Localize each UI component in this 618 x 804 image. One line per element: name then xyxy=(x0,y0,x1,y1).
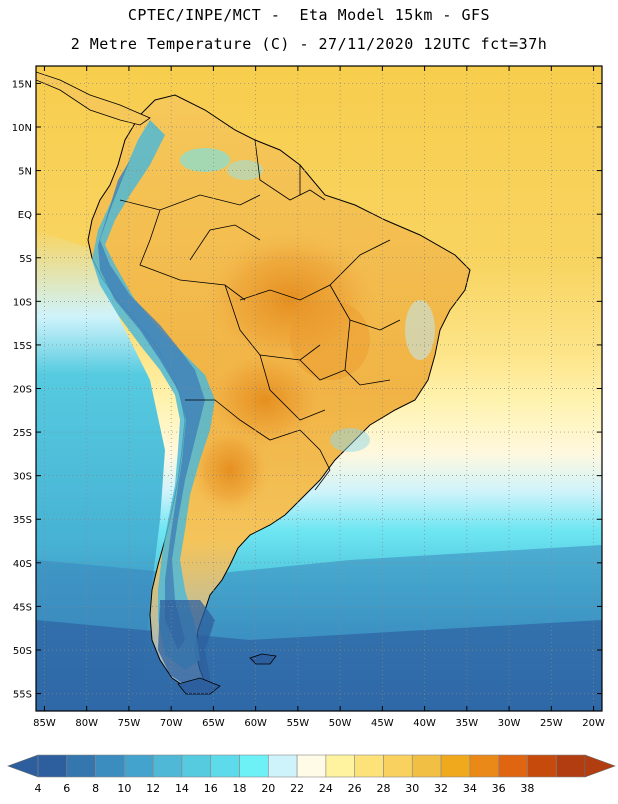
lon-tick-label: 70W xyxy=(160,718,183,729)
hot-zone-east xyxy=(290,300,370,380)
legend-swatch xyxy=(37,754,68,778)
lon-tick-label: 30W xyxy=(498,718,521,729)
lat-tick-label: 30S xyxy=(13,472,32,483)
legend-swatch xyxy=(296,754,327,778)
lat-tick-label: EQ xyxy=(18,210,32,221)
lat-tick-label: 10S xyxy=(13,297,32,308)
legend-label: 10 xyxy=(117,782,131,795)
tierra-del-fuego xyxy=(177,677,221,695)
lon-tick-label: 60W xyxy=(244,718,267,729)
lat-tick-label: 35S xyxy=(13,515,32,526)
latitude-axis: 15N 10N 5N EQ 5S 10S 15S 20S 25S 30S 35S 40S 45S 50S 5… xyxy=(12,79,602,701)
legend-label: 8 xyxy=(92,782,99,795)
legend-label: 12 xyxy=(146,782,160,795)
legend-label: 22 xyxy=(290,782,304,795)
legend-swatch xyxy=(152,754,183,778)
lon-tick-label: 55W xyxy=(287,718,310,729)
andes-cold-ridge xyxy=(92,120,215,670)
andes-core xyxy=(98,160,205,650)
legend-label: 16 xyxy=(204,782,218,795)
legend-label: 26 xyxy=(348,782,362,795)
legend-label: 20 xyxy=(261,782,275,795)
legend-swatch xyxy=(239,754,269,778)
hot-zone-central xyxy=(200,230,380,370)
lon-tick-label: 25W xyxy=(540,718,563,729)
legend-label: 4 xyxy=(35,782,42,795)
legend-swatch xyxy=(354,754,384,778)
lat-tick-label: 45S xyxy=(13,602,32,613)
lon-tick-label: 45W xyxy=(371,718,394,729)
legend-swatch xyxy=(268,754,298,778)
brazil-south-coast-cool xyxy=(330,428,370,452)
longitude-axis: 85W 80W 75W 70W 65W 60W 55W 50W 45W 40W 35W 30W 25W 2… xyxy=(33,66,605,729)
legend-swatch xyxy=(440,754,471,778)
legend-swatch xyxy=(66,754,96,778)
lon-tick-label: 20W xyxy=(582,718,605,729)
legend-swatch xyxy=(527,754,557,778)
legend-swatch xyxy=(124,754,154,778)
legend-label: 38 xyxy=(520,782,534,795)
legend-arrow-right xyxy=(584,754,616,778)
lat-tick-label: 50S xyxy=(13,646,32,657)
title-line-2: 2 Metre Temperature (C) - 27/11/2020 12U… xyxy=(70,35,548,53)
title-line-1: CPTEC/INPE/MCT - Eta Model 15km - GFS xyxy=(127,6,491,24)
country-borders xyxy=(119,139,401,491)
lon-tick-label: 80W xyxy=(75,718,98,729)
legend-label: 36 xyxy=(492,782,506,795)
legend-label: 24 xyxy=(319,782,333,795)
legend-label: 6 xyxy=(63,782,70,795)
legend-label: 18 xyxy=(233,782,247,795)
lat-tick-label: 10N xyxy=(12,123,32,134)
legend-swatch xyxy=(325,754,355,778)
legend-swatch xyxy=(469,754,499,778)
falkland-islands xyxy=(249,653,277,665)
lat-tick-label: 25S xyxy=(13,428,32,439)
legend-swatch xyxy=(181,754,212,778)
legend-swatch xyxy=(555,754,586,778)
legend-label: 14 xyxy=(175,782,189,795)
guiana-highland-cool xyxy=(227,160,263,180)
legend-label: 32 xyxy=(434,782,448,795)
legend-swatch xyxy=(411,754,442,778)
lat-tick-label: 55S xyxy=(13,690,32,701)
lon-tick-label: 75W xyxy=(118,718,141,729)
hot-zone-chaco xyxy=(205,350,325,450)
legend-swatch xyxy=(210,754,240,778)
lon-tick-label: 35W xyxy=(456,718,479,729)
legend-label: 34 xyxy=(463,782,477,795)
lon-tick-label: 65W xyxy=(202,718,225,729)
lat-tick-label: 15N xyxy=(12,79,32,90)
legend-swatch xyxy=(95,754,125,778)
legend-arrow-left xyxy=(7,754,39,778)
color-legend: 4 6 8 10 12 14 16 18 20 22 24 26 28 30 32 34 36 38 xyxy=(7,754,616,795)
lon-tick-label: 50W xyxy=(329,718,352,729)
legend-label: 28 xyxy=(376,782,390,795)
hot-zone-argentina xyxy=(190,425,270,515)
lon-tick-label: 85W xyxy=(33,718,56,729)
lat-tick-label: 20S xyxy=(13,385,32,396)
bahia-coast-cool xyxy=(405,300,435,360)
lon-tick-label: 40W xyxy=(413,718,436,729)
lat-tick-label: 15S xyxy=(13,341,32,352)
lat-tick-label: 5N xyxy=(18,167,32,178)
central-america xyxy=(36,71,151,126)
venezuela-highland-cool xyxy=(180,148,230,172)
patagonia-cold xyxy=(158,600,215,688)
legend-swatch xyxy=(383,754,413,778)
map-panel xyxy=(36,66,602,711)
legend-label: 30 xyxy=(405,782,419,795)
lat-tick-label: 40S xyxy=(13,559,32,570)
legend-swatch xyxy=(498,754,528,778)
lat-tick-label: 5S xyxy=(19,254,32,265)
